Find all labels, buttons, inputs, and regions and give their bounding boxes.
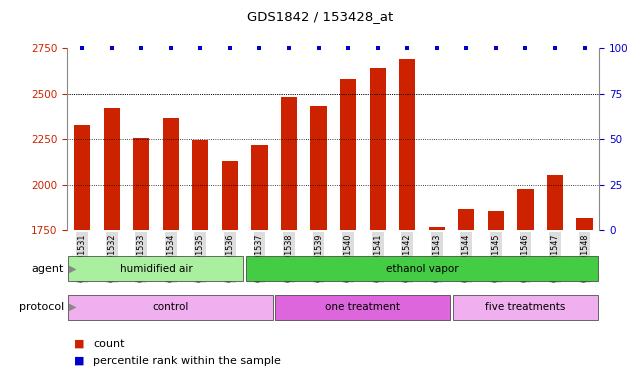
Text: GDS1842 / 153428_at: GDS1842 / 153428_at <box>247 10 394 23</box>
Text: percentile rank within the sample: percentile rank within the sample <box>93 356 281 366</box>
Bar <box>340 79 356 230</box>
Text: one treatment: one treatment <box>326 302 401 312</box>
Text: ▶: ▶ <box>69 302 77 312</box>
Bar <box>222 161 238 230</box>
Bar <box>310 106 327 230</box>
Text: control: control <box>153 302 189 312</box>
Bar <box>453 295 598 319</box>
Text: protocol: protocol <box>19 302 64 312</box>
Bar <box>246 257 598 281</box>
Text: humidified air: humidified air <box>120 264 192 274</box>
Bar <box>281 97 297 230</box>
Bar <box>399 59 415 230</box>
Bar <box>458 209 474 230</box>
Bar <box>163 118 179 230</box>
Bar <box>74 124 90 230</box>
Text: ■: ■ <box>74 356 84 366</box>
Bar <box>517 189 533 230</box>
Text: count: count <box>93 339 124 349</box>
Text: ▶: ▶ <box>69 264 77 274</box>
Bar <box>369 68 386 230</box>
Text: agent: agent <box>31 264 64 274</box>
Bar <box>251 145 267 230</box>
Bar <box>133 138 149 230</box>
Bar <box>488 211 504 230</box>
Bar <box>276 295 451 319</box>
Bar <box>69 257 244 281</box>
Bar <box>429 227 445 230</box>
Bar <box>576 218 593 230</box>
Text: ethanol vapor: ethanol vapor <box>386 264 458 274</box>
Bar <box>547 175 563 230</box>
Text: five treatments: five treatments <box>485 302 565 312</box>
Bar <box>192 140 208 230</box>
Bar <box>69 295 273 319</box>
Bar <box>103 108 120 230</box>
Text: ■: ■ <box>74 339 84 349</box>
